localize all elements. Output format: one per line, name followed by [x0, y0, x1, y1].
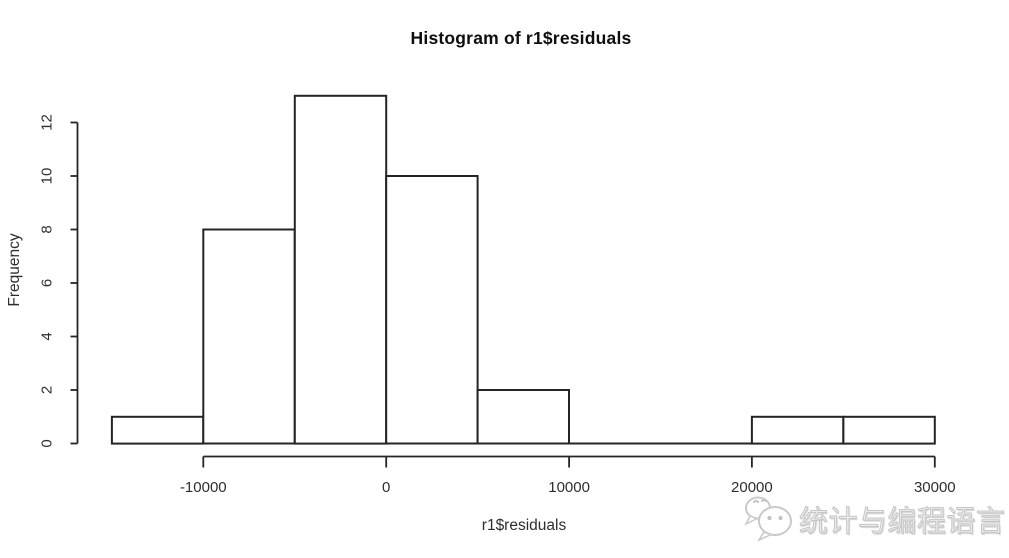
x-tick-label: -10000 [180, 479, 227, 496]
histogram-bar [842, 415, 936, 445]
watermark-text: 统计与编程语言 [799, 506, 1006, 539]
x-tick-label: 10000 [548, 479, 590, 496]
histogram-bar [385, 175, 479, 445]
y-tick-label: 6 [38, 279, 55, 287]
y-axis-title: Frequency [6, 233, 23, 307]
y-tick-label: 10 [38, 168, 55, 185]
histogram-bar [476, 389, 571, 445]
y-tick-label: 8 [38, 225, 55, 233]
y-tick-label: 0 [38, 439, 55, 447]
y-tick-label: 4 [38, 332, 55, 340]
chart-title: Histogram of r1$residuals [410, 28, 632, 48]
histogram-bar [750, 415, 845, 445]
y-tick-label: 12 [38, 114, 55, 131]
histogram-bar [293, 94, 388, 445]
y-tick-label: 2 [38, 386, 55, 394]
x-tick-label: 30000 [914, 479, 956, 496]
x-tick-label: 0 [382, 479, 390, 496]
x-axis-title: r1$residuals [481, 517, 567, 534]
x-tick-label: 20000 [731, 479, 773, 496]
wechat-bubbles-icon [744, 496, 792, 542]
histogram-bar [110, 415, 205, 445]
watermark: 统计与编程语言 [742, 493, 1006, 545]
histogram-bar [202, 228, 296, 445]
